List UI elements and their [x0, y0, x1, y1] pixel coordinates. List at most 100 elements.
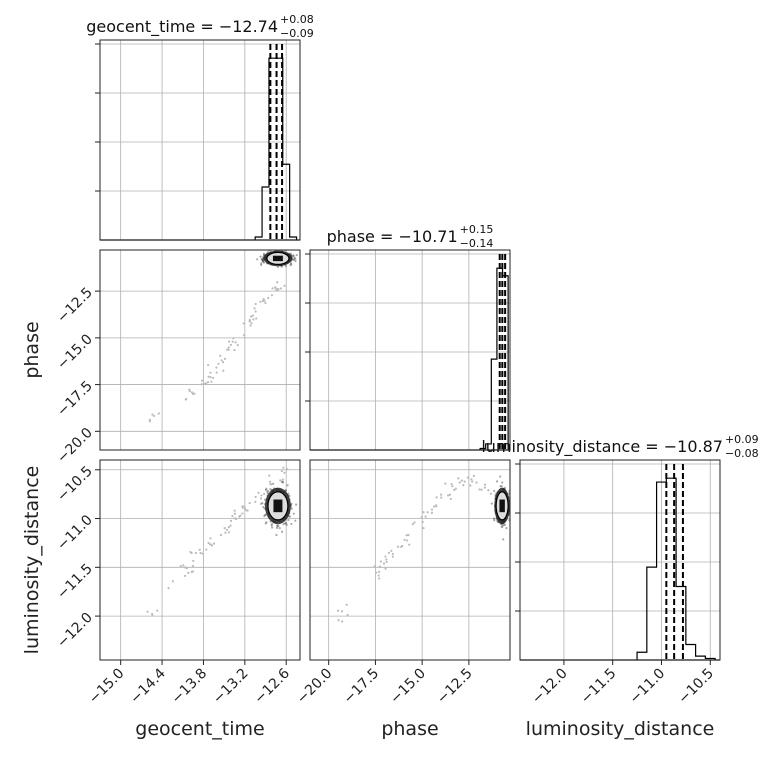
scatter-point [284, 264, 287, 268]
scatter-point [270, 524, 273, 527]
scatter-point [287, 518, 290, 522]
scatter-point [184, 398, 187, 401]
scatter-point [200, 383, 203, 386]
scatter-point [277, 524, 280, 527]
scatter-point [501, 481, 504, 484]
scatter-point [435, 496, 438, 499]
scatter-point [199, 551, 202, 555]
scatter-point [502, 538, 505, 541]
hist-frame-luminosity_distance [519, 459, 721, 661]
scatter-point [229, 524, 232, 527]
scatter-point [290, 522, 293, 526]
scatter-point [260, 494, 263, 497]
scatter-point [187, 571, 190, 574]
scatter-point [182, 564, 185, 567]
scatter-point [401, 544, 404, 548]
scatter-point [439, 493, 443, 496]
scatter-point [229, 343, 232, 346]
scatter-point [454, 487, 457, 490]
scatter-point [292, 512, 295, 515]
scatter-point [254, 302, 257, 306]
scatter-point [219, 533, 223, 537]
x-tick-label: −11.0 [627, 666, 669, 708]
scatter-point [263, 498, 267, 501]
scatter-point [470, 478, 473, 481]
scatter-point [435, 505, 438, 508]
scatter-point [433, 505, 436, 508]
y-tick-label: −10.5 [54, 463, 96, 505]
x-tick-label: −12.0 [529, 666, 571, 708]
title-luminosity_distance: luminosity_distance = −10.87 +0.09−0.08 [481, 433, 758, 460]
scatter-point [179, 564, 182, 568]
scatter-point [212, 542, 216, 545]
scatter-point [248, 319, 252, 323]
scatter-point [286, 468, 289, 471]
text-layer: −15.0 −14.4 −13.8 −13.2 −12.6geocent_time−20… [21, 13, 759, 740]
scatter-point [223, 357, 227, 360]
scatter-point [215, 371, 218, 374]
scatter-point [201, 379, 204, 382]
scatter-point [234, 341, 237, 344]
scatter-point [226, 348, 229, 351]
scatter-point [495, 480, 499, 483]
scatter-point [341, 620, 344, 623]
scatter-point [492, 517, 496, 520]
scatter-point [469, 484, 472, 487]
scatter-point [146, 610, 149, 613]
histogram-luminosity_distance [636, 477, 716, 660]
title-sub: −0.09 [280, 27, 314, 40]
scatter-point [264, 522, 267, 525]
scatter-point [478, 488, 481, 491]
scatter-point [209, 371, 212, 374]
y-tick-label: −12.0 [54, 610, 96, 652]
x-axis-label-luminosity_distance: luminosity_distance [526, 718, 715, 740]
scatter-point [264, 488, 268, 491]
scatter-point [475, 481, 478, 484]
scatter-point [487, 489, 490, 492]
y-axis-label-luminosity_distance: luminosity_distance [21, 466, 43, 655]
scatter-point [236, 343, 239, 347]
title-geocent_time: geocent_time = −12.74 +0.08−0.09 [86, 13, 314, 40]
hist-frame-geocent_time [99, 39, 301, 241]
scatter-point [407, 533, 410, 537]
scatter-point [384, 567, 387, 570]
scatter-point [480, 488, 483, 491]
scatter-point [337, 619, 340, 622]
scatter-point [207, 541, 210, 545]
scatter-point [254, 310, 257, 313]
scatter-point [280, 530, 284, 533]
scatter-point [493, 519, 496, 522]
scatter-point [210, 380, 213, 383]
density-peak [272, 255, 283, 262]
scatter-point [463, 480, 466, 483]
scatter-point [194, 551, 198, 555]
title-sub: −0.08 [725, 447, 759, 460]
scatter-point [148, 420, 152, 423]
scatter-point [278, 527, 281, 530]
scatter-point [472, 474, 475, 478]
scatter-point [271, 482, 275, 485]
scatter-point [466, 476, 469, 479]
scatter-point [263, 515, 266, 518]
scatter-point [281, 478, 285, 481]
scatter-point [217, 362, 220, 365]
x-tick-label: −14.4 [127, 665, 169, 707]
title-phase: phase = −10.71 +0.15−0.14 [327, 223, 494, 250]
scatter-point [378, 565, 382, 568]
scatter-point [275, 289, 278, 292]
scatter-point [285, 523, 288, 526]
scatter-point [262, 506, 265, 509]
scatter-point [405, 534, 408, 537]
scatter-point [345, 603, 348, 606]
title-sup: +0.15 [460, 223, 494, 236]
scatter-point [271, 287, 274, 290]
scatter-point [276, 265, 280, 268]
x-tick-label: −15.0 [86, 666, 128, 708]
scatter-point [283, 284, 286, 287]
scatter-point [391, 555, 394, 558]
scatter-point [282, 466, 285, 469]
scatter-point [210, 544, 214, 547]
scatter-point [279, 287, 282, 290]
scatter-point [251, 314, 255, 317]
